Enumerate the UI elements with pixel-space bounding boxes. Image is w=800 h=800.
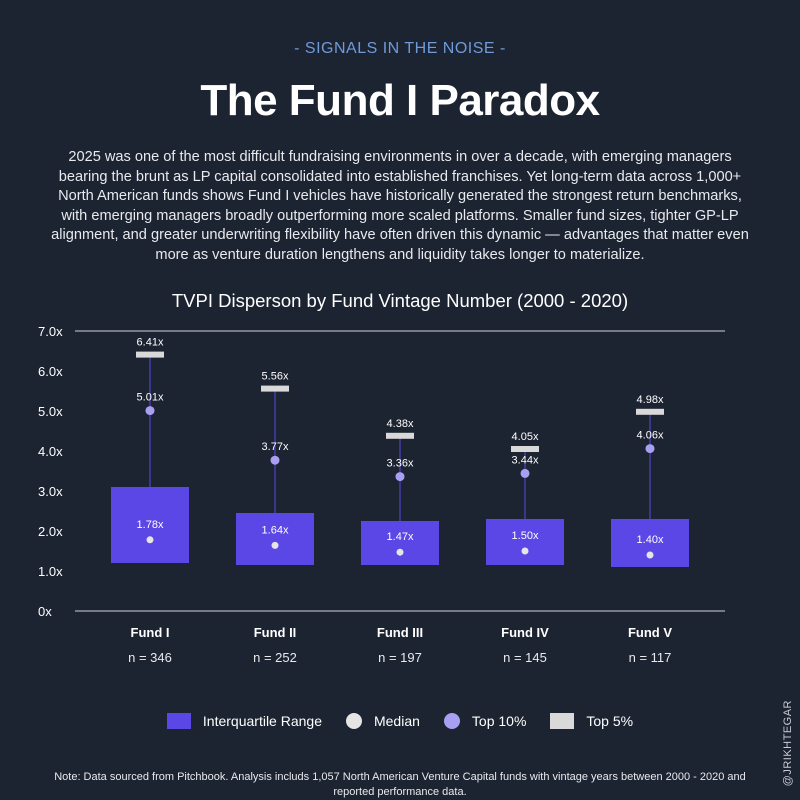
median-marker [146, 536, 154, 544]
top10-swatch [443, 713, 460, 729]
x-category-label: Fund III [377, 625, 423, 640]
iqr-swatch [166, 713, 191, 729]
median-label: 1.40x [637, 534, 664, 546]
kicker: - SIGNALS IN THE NOISE - [294, 40, 506, 57]
y-tick-label: 1.0x [38, 564, 63, 579]
x-category-label: Fund V [628, 625, 672, 640]
y-tick-label: 5.0x [38, 404, 63, 419]
y-tick-label: 2.0x [38, 524, 63, 539]
top10-marker [520, 468, 530, 478]
top5-marker [136, 351, 164, 358]
median-label: 1.47x [387, 531, 414, 543]
top10-marker [645, 444, 655, 454]
y-tick-label: 0x [38, 604, 52, 619]
iqr-box [486, 519, 564, 565]
y-tick-label: 7.0x [38, 324, 63, 339]
top5-label: 4.98x [637, 394, 664, 406]
iqr-box [361, 521, 439, 565]
top10-label: 3.36x [387, 458, 414, 470]
top5-swatch [550, 713, 575, 729]
sample-count-label: n = 346 [128, 650, 172, 665]
iqr-box [236, 513, 314, 565]
top10-marker [270, 455, 280, 465]
x-category-label: Fund IV [501, 625, 549, 640]
top5-marker [636, 408, 664, 415]
top10-marker [395, 472, 405, 482]
legend-label-iqr: Interquartile Range [202, 713, 322, 729]
page-title: The Fund I Paradox [200, 76, 600, 125]
median-marker [646, 551, 654, 559]
sample-count-label: n = 145 [503, 650, 547, 665]
top5-label: 4.38x [387, 418, 414, 430]
legend-label-top5: Top 5% [586, 713, 634, 729]
x-category-label: Fund I [131, 625, 170, 640]
sample-count-label: n = 197 [378, 650, 422, 665]
y-tick-label: 3.0x [38, 484, 63, 499]
median-marker [521, 547, 529, 555]
y-tick-label: 4.0x [38, 444, 63, 459]
chart-title: TVPI Disperson by Fund Vintage Number (2… [171, 290, 629, 311]
top5-marker [261, 385, 289, 392]
x-category-label: Fund II [254, 625, 297, 640]
legend-item-iqr: Interquartile Range [166, 713, 322, 729]
median-marker [271, 541, 279, 549]
iqr-box [611, 519, 689, 567]
median-label: 1.78x [137, 519, 164, 531]
y-tick-label: 6.0x [38, 364, 63, 379]
sample-count-label: n = 117 [629, 650, 672, 665]
box-chart: 0x 1.0x 2.0x 3.0x 4.0x 5.0x 6.0x 7.0x 6.41x 5.01x… [38, 324, 725, 665]
top10-label: 4.06x [637, 430, 664, 442]
top10-label: 3.44x [512, 454, 539, 466]
top5-label: 5.56x [262, 371, 289, 383]
top5-label: 6.41x [137, 337, 164, 349]
legend-item-top10: Top 10% [443, 713, 527, 729]
legend-item-median: Median [345, 713, 420, 729]
source-note: Note: Data sourced from Pitchbook. Analy… [54, 771, 746, 798]
top5-marker [511, 446, 539, 452]
median-label: 1.50x [512, 530, 539, 542]
top10-label: 5.01x [137, 392, 164, 404]
legend-label-top10: Top 10% [471, 713, 527, 729]
intro-paragraph: 2025 was one of the most difficult fundr… [51, 149, 749, 263]
legend-item-top5: Top 5% [550, 713, 633, 729]
top5-marker [386, 432, 414, 439]
median-label: 1.64x [262, 524, 289, 536]
iqr-box [111, 487, 189, 563]
legend: Interquartile Range Median Top 10% Top 5… [0, 713, 800, 729]
median-marker [396, 548, 404, 556]
top10-marker [145, 406, 155, 416]
legend-label-median: Median [373, 713, 420, 729]
sample-count-label: n = 252 [253, 650, 297, 665]
author-credit: @JRIKHTEGAR [782, 700, 794, 787]
top10-label: 3.77x [262, 441, 289, 453]
median-swatch [345, 713, 362, 729]
top5-label: 4.05x [512, 431, 539, 443]
